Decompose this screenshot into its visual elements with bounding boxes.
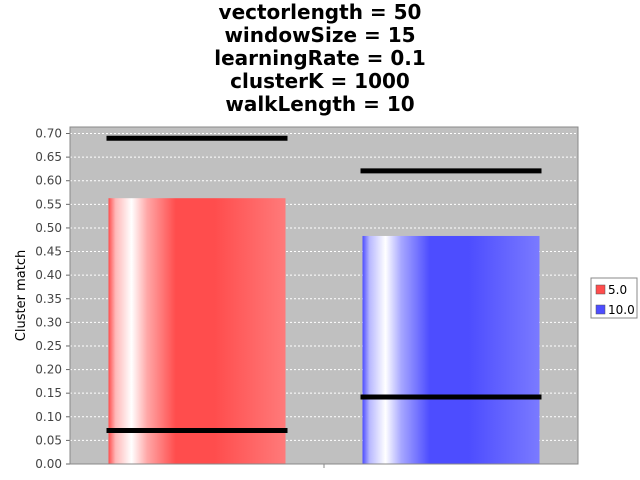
title-line-learningrate: learningRate = 0.1 bbox=[214, 46, 426, 70]
y-tick-label: 0.25 bbox=[35, 339, 62, 353]
y-tick-label: 0.30 bbox=[35, 315, 62, 329]
legend-swatch-10.0 bbox=[595, 304, 606, 315]
interval-markers bbox=[106, 135, 542, 433]
bar-10.0[interactable] bbox=[362, 235, 540, 464]
title-line-vectorlength: vectorlength = 50 bbox=[218, 0, 422, 24]
y-tick-label: 0.55 bbox=[35, 197, 62, 211]
bar-5.0[interactable] bbox=[108, 198, 286, 464]
axes: 0.00 0.05 0.10 0.15 0.20 0.25 0.30 0.35 0.40 0.45… bbox=[35, 127, 578, 471]
y-axis-label: Cluster match bbox=[14, 250, 29, 341]
y-tick-label: 0.10 bbox=[35, 410, 62, 424]
y-tick-label: 0.45 bbox=[35, 245, 62, 259]
y-tick-label: 0.35 bbox=[35, 292, 62, 306]
y-tick-label: 0.00 bbox=[35, 457, 62, 471]
legend-swatch-5.0 bbox=[595, 284, 606, 295]
y-tick-label: 0.65 bbox=[35, 150, 62, 164]
y-tick-label: 0.50 bbox=[35, 221, 62, 235]
y-tick-label: 0.60 bbox=[35, 174, 62, 188]
y-tick-label: 0.40 bbox=[35, 268, 62, 282]
legend-box bbox=[590, 277, 638, 319]
y-tick-label: 0.20 bbox=[35, 363, 62, 377]
title-line-walklength: walkLength = 10 bbox=[225, 92, 415, 116]
title-line-clusterk: clusterK = 1000 bbox=[230, 69, 410, 93]
y-tick-label: 0.70 bbox=[35, 127, 62, 141]
title-line-windowsize: windowSize = 15 bbox=[224, 23, 416, 47]
chart-title: vectorlength = 50 windowSize = 15 learni… bbox=[0, 1, 640, 116]
y-tick-label: 0.05 bbox=[35, 433, 62, 447]
y-tick-label: 0.15 bbox=[35, 386, 62, 400]
legend-label-10.0: 10.0 bbox=[608, 303, 635, 317]
bars bbox=[108, 198, 540, 464]
legend: 5.0 10.0 bbox=[590, 277, 638, 319]
legend-label-5.0: 5.0 bbox=[608, 283, 627, 297]
